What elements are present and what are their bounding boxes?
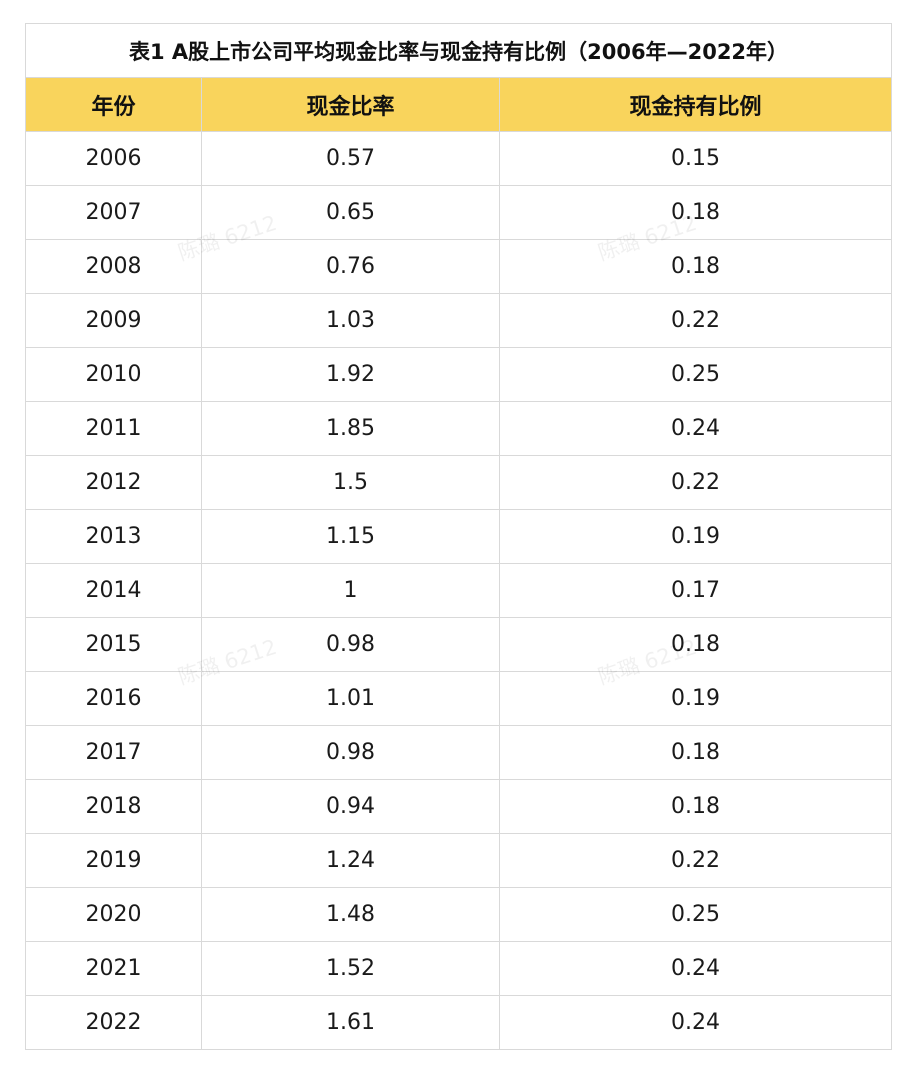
table-row: 2021 1.52 0.24 xyxy=(25,941,893,996)
cell-cash-holding: 0.24 xyxy=(498,401,893,456)
cell-cash-holding: 0.22 xyxy=(498,293,893,348)
cell-cash-ratio: 1.85 xyxy=(201,401,500,456)
table-row: 2009 1.03 0.22 xyxy=(25,293,893,348)
cell-cash-ratio: 1.24 xyxy=(201,833,500,888)
cell-cash-holding: 0.22 xyxy=(498,833,893,888)
cell-cash-holding: 0.17 xyxy=(498,563,893,618)
cash-ratio-table: 表1 A股上市公司平均现金比率与现金持有比例（2006年—2022年） 年份 现… xyxy=(24,23,893,1050)
table-row: 2022 1.61 0.24 xyxy=(25,995,893,1050)
cell-year: 2022 xyxy=(25,995,202,1050)
cell-year: 2018 xyxy=(25,779,202,834)
cell-cash-ratio: 0.98 xyxy=(201,725,500,780)
cell-year: 2006 xyxy=(25,131,202,186)
header-cash-ratio: 现金比率 xyxy=(201,77,500,132)
cell-year: 2013 xyxy=(25,509,202,564)
cell-cash-ratio: 1.15 xyxy=(201,509,500,564)
cell-cash-ratio: 1.5 xyxy=(201,455,500,510)
table-row: 2008 0.76 0.18 xyxy=(25,239,893,294)
cell-year: 2010 xyxy=(25,347,202,402)
cell-cash-holding: 0.18 xyxy=(498,779,893,834)
cell-cash-ratio: 0.65 xyxy=(201,185,500,240)
cell-cash-ratio: 1 xyxy=(201,563,500,618)
table-body: 2006 0.57 0.15 2007 0.65 0.18 2008 0.76 0.18 2009… xyxy=(25,131,893,1050)
cell-cash-holding: 0.18 xyxy=(498,239,893,294)
table-title-row: 表1 A股上市公司平均现金比率与现金持有比例（2006年—2022年） xyxy=(24,23,893,78)
cell-year: 2009 xyxy=(25,293,202,348)
table-row: 2020 1.48 0.25 xyxy=(25,887,893,942)
header-cash-holding: 现金持有比例 xyxy=(498,77,893,132)
table-row: 2011 1.85 0.24 xyxy=(25,401,893,456)
table-row: 2010 1.92 0.25 xyxy=(25,347,893,402)
table-row: 2018 0.94 0.18 xyxy=(25,779,893,834)
cell-year: 2021 xyxy=(25,941,202,996)
cell-year: 2014 xyxy=(25,563,202,618)
table-row: 2012 1.5 0.22 xyxy=(25,455,893,510)
cell-cash-ratio: 0.94 xyxy=(201,779,500,834)
cell-cash-ratio: 1.92 xyxy=(201,347,500,402)
table-row: 2006 0.57 0.15 xyxy=(25,131,893,186)
cell-cash-ratio: 0.98 xyxy=(201,617,500,672)
cell-cash-holding: 0.25 xyxy=(498,347,893,402)
cell-cash-ratio: 0.76 xyxy=(201,239,500,294)
cell-year: 2015 xyxy=(25,617,202,672)
table-row: 2016 1.01 0.19 xyxy=(25,671,893,726)
cell-cash-holding: 0.22 xyxy=(498,455,893,510)
cell-year: 2011 xyxy=(25,401,202,456)
header-year: 年份 xyxy=(25,77,202,132)
cell-year: 2008 xyxy=(25,239,202,294)
cell-cash-holding: 0.24 xyxy=(498,941,893,996)
cell-year: 2019 xyxy=(25,833,202,888)
cell-year: 2007 xyxy=(25,185,202,240)
cell-cash-ratio: 1.52 xyxy=(201,941,500,996)
cell-cash-ratio: 1.61 xyxy=(201,995,500,1050)
cell-cash-ratio: 1.03 xyxy=(201,293,500,348)
cell-cash-holding: 0.19 xyxy=(498,509,893,564)
cell-cash-ratio: 1.48 xyxy=(201,887,500,942)
cell-cash-ratio: 1.01 xyxy=(201,671,500,726)
cell-cash-holding: 0.18 xyxy=(498,185,893,240)
cell-year: 2020 xyxy=(25,887,202,942)
table-row: 2013 1.15 0.19 xyxy=(25,509,893,564)
cell-cash-holding: 0.15 xyxy=(498,131,893,186)
cell-year: 2016 xyxy=(25,671,202,726)
cell-cash-ratio: 0.57 xyxy=(201,131,500,186)
table-header-row: 年份 现金比率 现金持有比例 xyxy=(25,77,893,132)
cell-year: 2017 xyxy=(25,725,202,780)
cell-year: 2012 xyxy=(25,455,202,510)
cell-cash-holding: 0.19 xyxy=(498,671,893,726)
cell-cash-holding: 0.18 xyxy=(498,725,893,780)
cell-cash-holding: 0.25 xyxy=(498,887,893,942)
cell-cash-holding: 0.18 xyxy=(498,617,893,672)
data-table-container: 表1 A股上市公司平均现金比率与现金持有比例（2006年—2022年） 年份 现… xyxy=(24,23,893,1050)
table-row: 2019 1.24 0.22 xyxy=(25,833,893,888)
table-row: 2007 0.65 0.18 xyxy=(25,185,893,240)
cell-cash-holding: 0.24 xyxy=(498,995,893,1050)
table-title: 表1 A股上市公司平均现金比率与现金持有比例（2006年—2022年） xyxy=(24,23,893,78)
table-row: 2014 1 0.17 xyxy=(25,563,893,618)
table-row: 2017 0.98 0.18 xyxy=(25,725,893,780)
table-row: 2015 0.98 0.18 xyxy=(25,617,893,672)
